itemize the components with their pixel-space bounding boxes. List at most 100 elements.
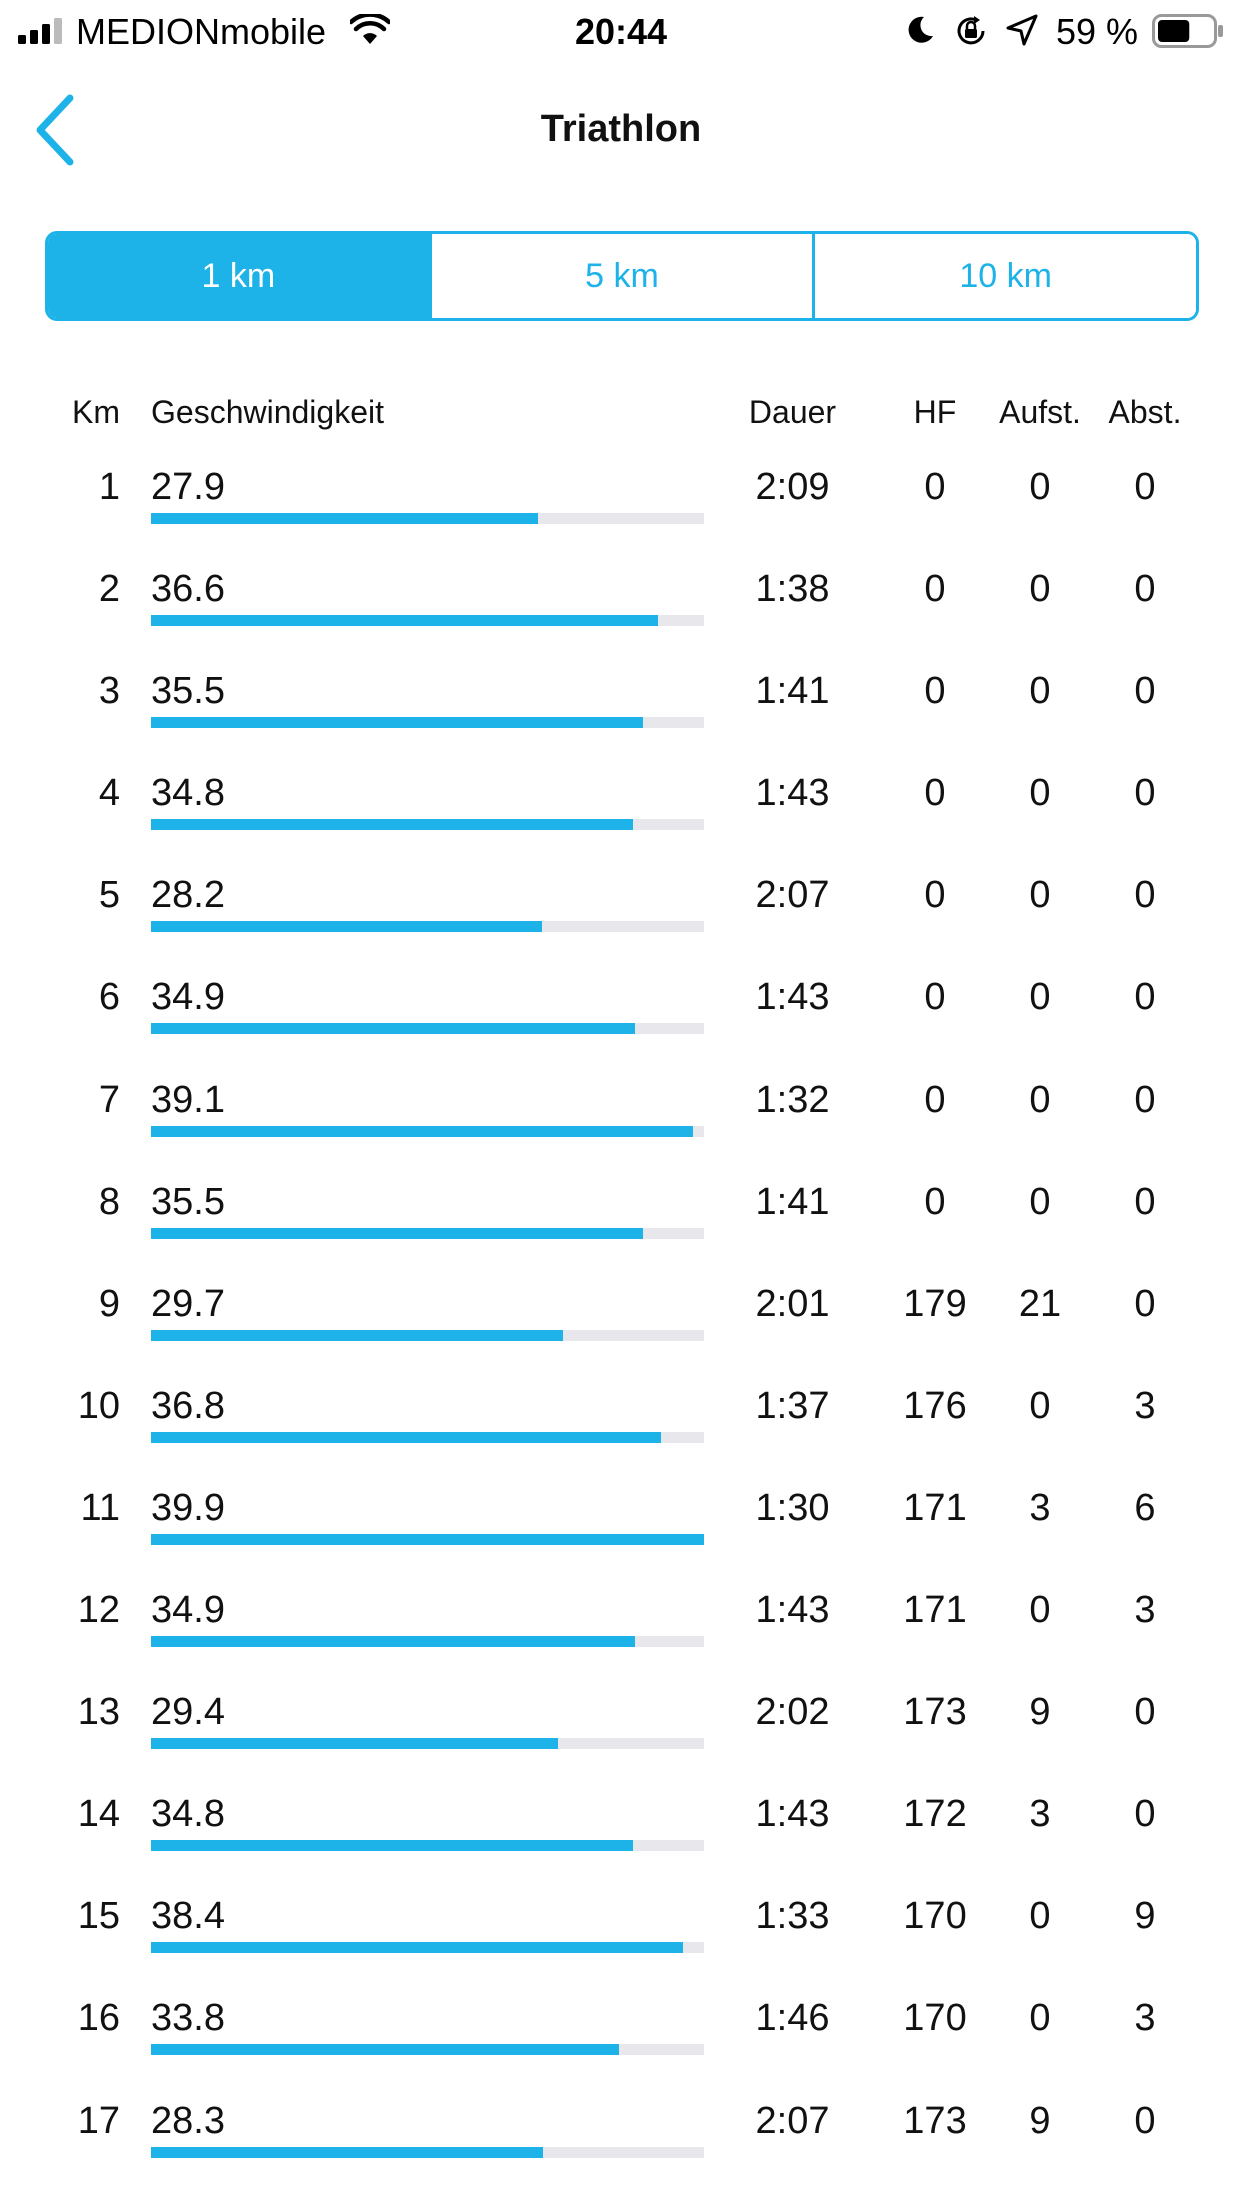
speed-value: 36.6 [151, 568, 225, 611]
split-list: 1 27.9 2:09 0 0 0 2 36.6 1:38 0 0 0 3 35.5 1:41 0 0 0 4 34.… [0, 440, 1242, 2176]
ascent-value: 0 [1029, 1078, 1051, 1121]
km-value: 12 [77, 1589, 120, 1632]
do-not-disturb-moon-icon [908, 16, 933, 43]
segment-5-km[interactable]: 5 km [428, 234, 813, 318]
descent-value: 6 [1134, 1486, 1156, 1529]
descent-value: 0 [1134, 1180, 1156, 1223]
descent-value: 0 [1134, 2099, 1156, 2142]
descent-value: 0 [1134, 670, 1156, 713]
duration-value: 1:30 [755, 1486, 830, 1529]
table-row: 8 35.5 1:41 0 0 0 [0, 1155, 1242, 1257]
speed-bar-fill [151, 1840, 634, 1852]
table-row: 1 27.9 2:09 0 0 0 [0, 440, 1242, 542]
speed-bar-fill [151, 1738, 559, 1750]
km-value: 11 [80, 1486, 120, 1529]
ascent-value: 0 [1029, 1997, 1051, 2040]
descent-value: 0 [1134, 1691, 1156, 1734]
speed-bar-track [151, 1738, 704, 1750]
descent-value: 0 [1134, 568, 1156, 611]
back-button[interactable] [30, 92, 86, 168]
speed-bar-track [151, 2044, 704, 2056]
km-value: 6 [98, 976, 120, 1019]
status-time: 20:44 [574, 11, 668, 52]
ascent-value: 0 [1029, 1895, 1051, 1938]
ascent-value: 0 [1029, 466, 1051, 508]
heart-rate-value: 173 [903, 1691, 967, 1734]
heart-rate-value: 0 [924, 1180, 946, 1223]
descent-value: 3 [1134, 1997, 1156, 2040]
segment-1-km[interactable]: 1 km [48, 234, 429, 318]
table-row: 2 36.6 1:38 0 0 0 [0, 542, 1242, 644]
speed-value: 36.8 [151, 1384, 225, 1427]
speed-value: 28.3 [151, 2099, 225, 2142]
heart-rate-value: 0 [924, 874, 946, 917]
speed-bar-track [151, 1125, 704, 1137]
table-row: 15 38.4 1:33 170 0 9 [0, 1869, 1242, 1971]
km-value: 15 [77, 1895, 120, 1938]
table-row: 6 34.9 1:43 0 0 0 [0, 950, 1242, 1052]
duration-value: 1:33 [755, 1895, 830, 1938]
speed-bar-fill [151, 1431, 662, 1443]
duration-value: 1:38 [755, 568, 830, 611]
duration-value: 1:43 [755, 772, 830, 815]
ascent-value: 0 [1029, 670, 1051, 713]
km-value: 8 [98, 1180, 120, 1223]
duration-value: 1:43 [755, 976, 830, 1019]
descent-value: 3 [1134, 1384, 1156, 1427]
speed-value: 39.1 [151, 1078, 225, 1121]
heart-rate-value: 171 [903, 1486, 967, 1529]
ascent-value: 0 [1029, 1384, 1051, 1427]
speed-bar-fill [151, 2044, 620, 2056]
duration-value: 2:09 [755, 466, 830, 508]
heart-rate-value: 179 [903, 1282, 967, 1325]
descent-value: 9 [1134, 1895, 1156, 1938]
page-title: Triathlon [540, 108, 702, 150]
speed-bar-track [151, 1840, 704, 1852]
speed-bar-fill [151, 1942, 684, 1954]
header-speed: Geschwindigkeit [151, 394, 384, 430]
km-value: 14 [77, 1793, 120, 1836]
duration-value: 2:02 [755, 1691, 830, 1734]
table-row: 7 39.1 1:32 0 0 0 [0, 1053, 1242, 1155]
table-row: 11 39.9 1:30 171 3 6 [0, 1461, 1242, 1563]
km-value: 7 [98, 1078, 120, 1121]
speed-bar-fill [151, 819, 634, 831]
table-row: 3 35.5 1:41 0 0 0 [0, 644, 1242, 746]
rotation-lock-icon [957, 16, 985, 45]
km-value: 9 [98, 1282, 120, 1325]
speed-value: 38.4 [151, 1895, 225, 1938]
speed-value: 34.9 [151, 976, 225, 1019]
speed-value: 34.8 [151, 1793, 225, 1836]
table-row: 14 34.8 1:43 172 3 0 [0, 1767, 1242, 1869]
speed-bar-fill [151, 1125, 693, 1137]
heart-rate-value: 0 [924, 670, 946, 713]
speed-bar-track [151, 1329, 704, 1341]
table-row: 17 28.3 2:07 173 9 0 [0, 2074, 1242, 2176]
header-descent: Abst. [1108, 394, 1182, 430]
speed-bar-fill [151, 615, 659, 627]
descent-value: 0 [1134, 874, 1156, 917]
km-value: 2 [98, 568, 120, 611]
ascent-value: 0 [1029, 772, 1051, 815]
speed-value: 29.4 [151, 1691, 225, 1734]
battery-icon [1152, 14, 1223, 48]
speed-bar-fill [151, 1533, 704, 1545]
ascent-value: 3 [1029, 1793, 1051, 1836]
heart-rate-value: 0 [924, 772, 946, 815]
heart-rate-value: 170 [903, 1895, 967, 1938]
heart-rate-value: 0 [924, 466, 946, 508]
descent-value: 0 [1134, 772, 1156, 815]
table-row: 16 33.8 1:46 170 0 3 [0, 1971, 1242, 2073]
speed-bar-track [151, 513, 704, 524]
speed-bar-fill [151, 921, 542, 933]
heart-rate-value: 176 [903, 1384, 967, 1427]
speed-bar-track [151, 1023, 704, 1035]
header-duration: Dauer [748, 394, 837, 430]
heart-rate-value: 173 [903, 2099, 967, 2142]
speed-bar-fill [151, 1227, 644, 1239]
ascent-value: 0 [1029, 1180, 1051, 1223]
segment-10-km[interactable]: 10 km [812, 234, 1196, 318]
table-row: 5 28.2 2:07 0 0 0 [0, 848, 1242, 950]
speed-bar-track [151, 615, 704, 627]
